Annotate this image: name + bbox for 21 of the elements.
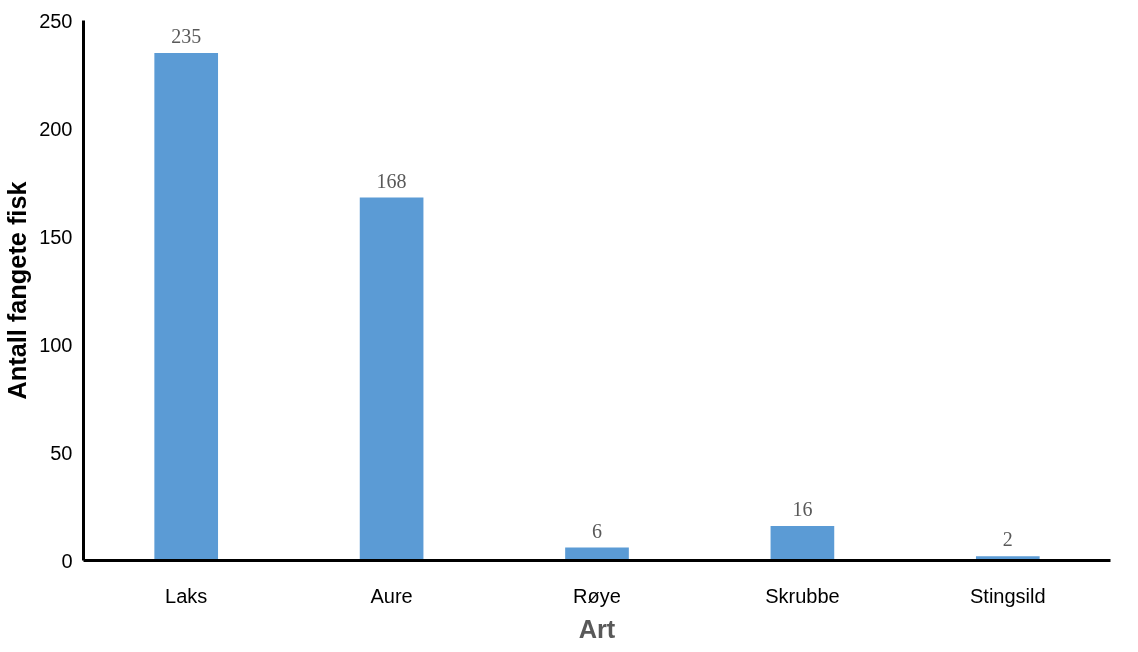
x-tick-label: Laks [165, 584, 208, 607]
x-tick-label: Skrubbe [765, 584, 840, 607]
data-label: 2 [1002, 528, 1013, 551]
y-tick-label: 200 [39, 117, 73, 140]
y-tick-label: 150 [39, 225, 73, 248]
data-label: 168 [376, 169, 407, 192]
bar [770, 525, 835, 561]
data-label: 235 [171, 24, 202, 47]
y-tick-label: 0 [61, 549, 73, 572]
y-tick-label: 100 [39, 333, 73, 356]
y-axis-title: Antall fangete fisk [3, 180, 32, 400]
bar [359, 197, 424, 561]
x-tick-label: Røye [573, 584, 621, 607]
bar [154, 52, 219, 561]
data-label: 16 [792, 497, 813, 520]
x-tick-label: Stingsild [970, 584, 1046, 607]
y-tick-label: 50 [50, 441, 73, 464]
x-axis-title: Art [578, 614, 616, 643]
x-tick-label: Aure [370, 584, 413, 607]
data-label: 6 [592, 519, 602, 542]
y-tick-label: 250 [39, 9, 73, 32]
